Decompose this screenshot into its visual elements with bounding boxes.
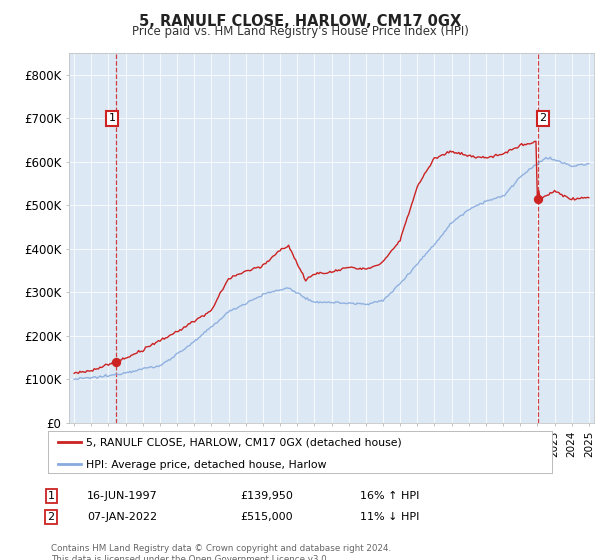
Text: HPI: Average price, detached house, Harlow: HPI: Average price, detached house, Harl… xyxy=(86,460,326,470)
Text: 16% ↑ HPI: 16% ↑ HPI xyxy=(360,491,419,501)
Text: Price paid vs. HM Land Registry's House Price Index (HPI): Price paid vs. HM Land Registry's House … xyxy=(131,25,469,38)
Text: £515,000: £515,000 xyxy=(240,512,293,522)
Text: 11% ↓ HPI: 11% ↓ HPI xyxy=(360,512,419,522)
Point xyxy=(533,194,542,203)
Text: 5, RANULF CLOSE, HARLOW, CM17 0GX (detached house): 5, RANULF CLOSE, HARLOW, CM17 0GX (detac… xyxy=(86,437,401,447)
Text: 2: 2 xyxy=(47,512,55,522)
Text: 16-JUN-1997: 16-JUN-1997 xyxy=(87,491,158,501)
Text: 2: 2 xyxy=(539,114,547,123)
Text: 1: 1 xyxy=(47,491,55,501)
Point xyxy=(112,357,121,366)
Text: 07-JAN-2022: 07-JAN-2022 xyxy=(87,512,157,522)
Text: 1: 1 xyxy=(109,114,116,123)
Text: Contains HM Land Registry data © Crown copyright and database right 2024.
This d: Contains HM Land Registry data © Crown c… xyxy=(51,544,391,560)
Text: £139,950: £139,950 xyxy=(240,491,293,501)
Text: 5, RANULF CLOSE, HARLOW, CM17 0GX: 5, RANULF CLOSE, HARLOW, CM17 0GX xyxy=(139,14,461,29)
